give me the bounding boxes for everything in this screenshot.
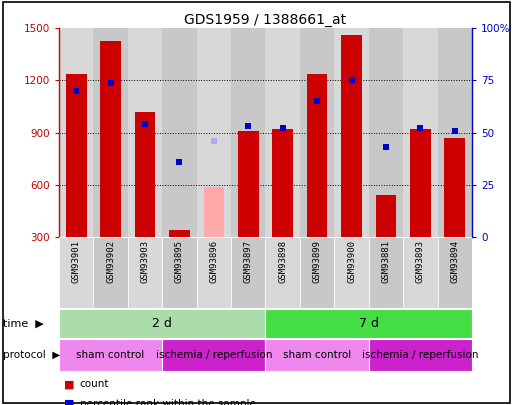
Text: 7 d: 7 d bbox=[359, 317, 379, 330]
Text: ■: ■ bbox=[64, 399, 74, 405]
Bar bbox=[196, 28, 231, 237]
Text: GSM93902: GSM93902 bbox=[106, 241, 115, 284]
Bar bbox=[204, 187, 224, 237]
Bar bbox=[334, 28, 369, 237]
Bar bbox=[369, 339, 472, 371]
Bar bbox=[59, 309, 266, 338]
Bar bbox=[66, 74, 87, 237]
Bar bbox=[438, 28, 472, 237]
Text: GSM93896: GSM93896 bbox=[209, 241, 219, 284]
Text: GSM93895: GSM93895 bbox=[175, 241, 184, 284]
Text: protocol  ▶: protocol ▶ bbox=[3, 350, 60, 360]
Bar bbox=[300, 28, 334, 237]
Text: GSM93899: GSM93899 bbox=[312, 241, 322, 284]
Text: GSM93901: GSM93901 bbox=[72, 241, 81, 284]
Bar bbox=[369, 28, 403, 237]
Title: GDS1959 / 1388661_at: GDS1959 / 1388661_at bbox=[184, 13, 347, 27]
Text: ischemia / reperfusion: ischemia / reperfusion bbox=[155, 350, 272, 360]
Bar bbox=[238, 131, 259, 237]
Bar bbox=[369, 237, 403, 308]
Text: GSM93893: GSM93893 bbox=[416, 241, 425, 284]
Text: sham control: sham control bbox=[76, 350, 145, 360]
Text: sham control: sham control bbox=[283, 350, 351, 360]
Bar bbox=[128, 237, 162, 308]
Bar bbox=[341, 35, 362, 237]
Text: 2 d: 2 d bbox=[152, 317, 172, 330]
Bar bbox=[265, 28, 300, 237]
Bar bbox=[128, 28, 162, 237]
Text: ■: ■ bbox=[64, 379, 74, 390]
Text: count: count bbox=[80, 379, 109, 390]
Bar bbox=[59, 339, 162, 371]
Text: GSM93903: GSM93903 bbox=[141, 241, 149, 284]
Text: GSM93898: GSM93898 bbox=[278, 241, 287, 284]
Text: GSM93900: GSM93900 bbox=[347, 241, 356, 284]
Text: percentile rank within the sample: percentile rank within the sample bbox=[80, 399, 255, 405]
Text: GSM93897: GSM93897 bbox=[244, 241, 253, 284]
Text: time  ▶: time ▶ bbox=[3, 319, 43, 328]
Bar bbox=[162, 237, 196, 308]
Bar bbox=[265, 309, 472, 338]
Bar bbox=[265, 237, 300, 308]
Bar bbox=[162, 28, 196, 237]
Text: ischemia / reperfusion: ischemia / reperfusion bbox=[362, 350, 479, 360]
Bar bbox=[410, 129, 430, 237]
Bar bbox=[265, 339, 369, 371]
Bar bbox=[403, 237, 438, 308]
Text: GSM93894: GSM93894 bbox=[450, 241, 459, 284]
Bar bbox=[169, 230, 190, 237]
Bar bbox=[162, 339, 265, 371]
Bar bbox=[100, 40, 121, 237]
Bar bbox=[334, 237, 369, 308]
Bar bbox=[135, 112, 155, 237]
Bar bbox=[403, 28, 438, 237]
Bar bbox=[93, 237, 128, 308]
Bar bbox=[307, 74, 327, 237]
Bar bbox=[59, 28, 93, 237]
Bar bbox=[300, 237, 334, 308]
Bar bbox=[444, 138, 465, 237]
Bar bbox=[196, 237, 231, 308]
Text: GSM93881: GSM93881 bbox=[382, 241, 390, 284]
Bar bbox=[272, 129, 293, 237]
Bar bbox=[93, 28, 128, 237]
Bar bbox=[231, 28, 266, 237]
Bar bbox=[438, 237, 472, 308]
Bar bbox=[231, 237, 266, 308]
Bar bbox=[59, 237, 93, 308]
Bar bbox=[376, 195, 396, 237]
